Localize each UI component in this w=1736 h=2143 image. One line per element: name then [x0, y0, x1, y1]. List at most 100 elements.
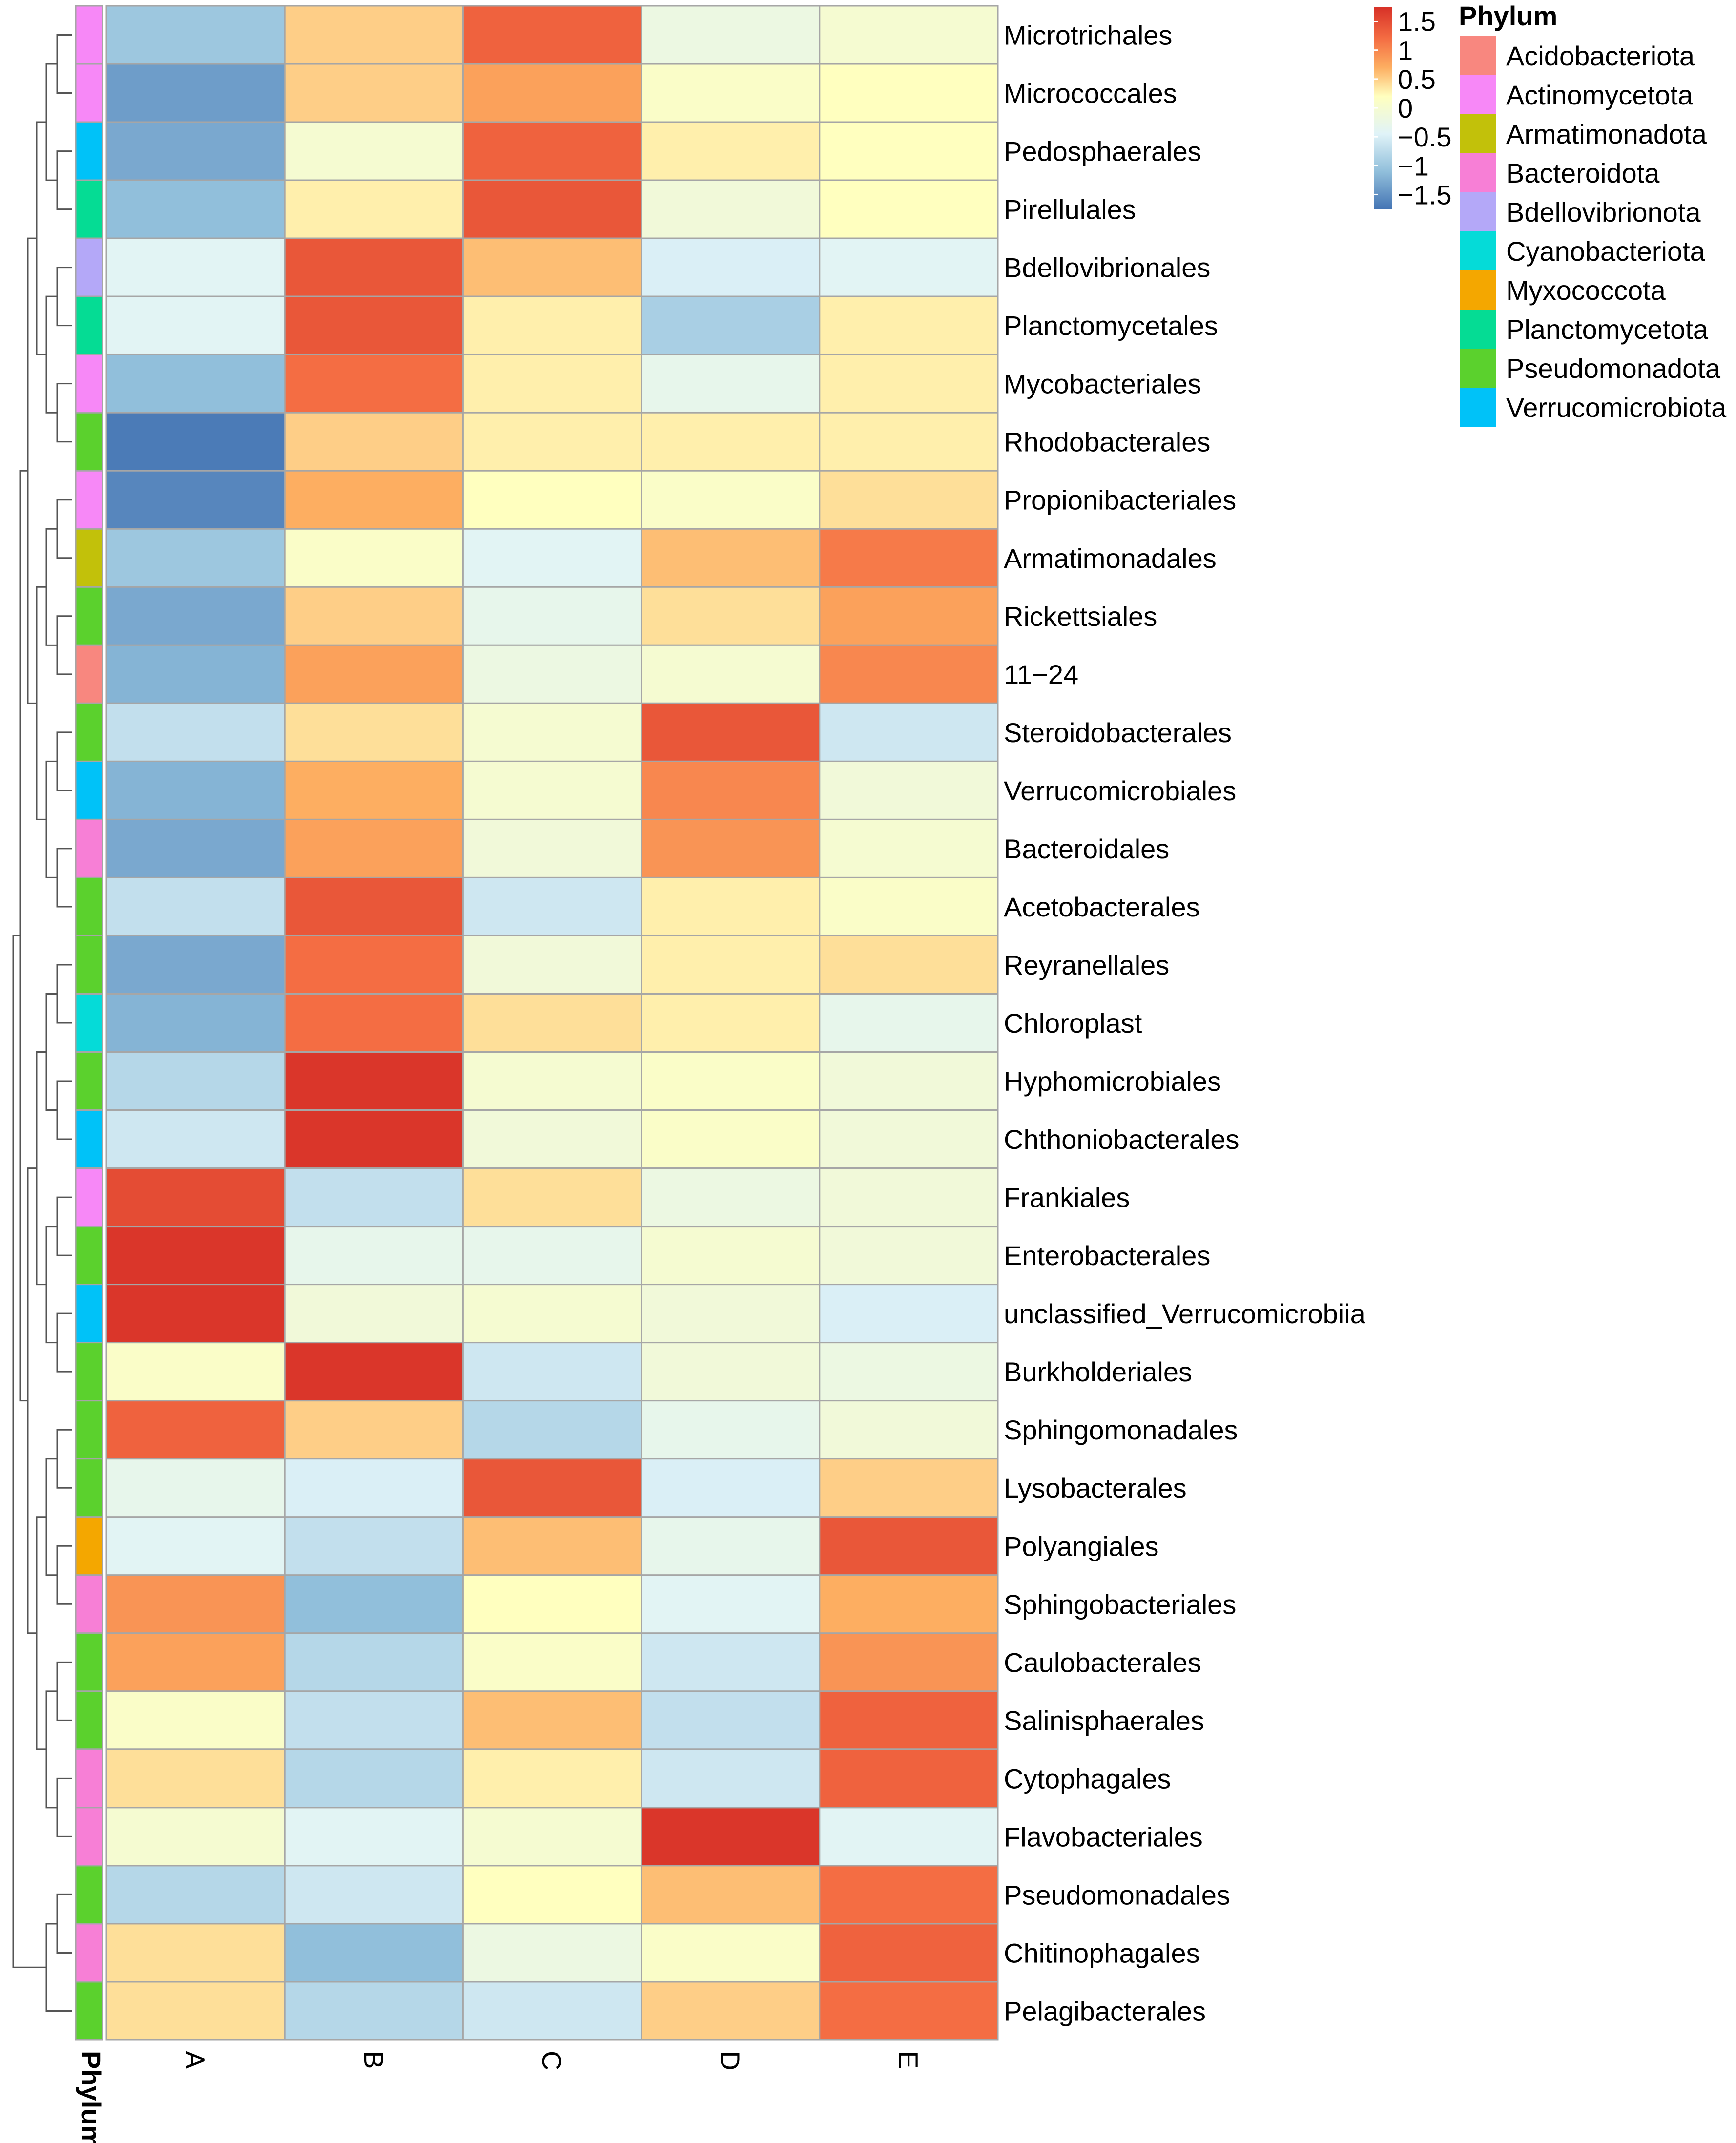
color-scale-tick-label: −0.5	[1398, 122, 1452, 152]
phylum-annotation-cell-bdellovibrionales	[75, 237, 103, 297]
dendrogram-branch	[56, 267, 72, 327]
heatmap-cell-planctomycetales-a	[105, 295, 286, 355]
heatmap-cell-acetobacterales-c	[462, 876, 642, 936]
phylum-annotation-cell-hyphomicrobiales	[75, 1051, 103, 1111]
heatmap-cell-pseudomonadales-e	[819, 1865, 999, 1925]
phylum-annotation-cell-pedosphaerales	[75, 121, 103, 181]
heatmap-cell-rhodobacterales-e	[819, 412, 999, 472]
heatmap-cell-rickettsiales-a	[105, 586, 286, 646]
heatmap-cell-chloroplast-e	[819, 993, 999, 1053]
heatmap-cell-propionibacteriales-b	[284, 470, 464, 530]
heatmap-cell-lysobacterales-c	[462, 1458, 642, 1518]
color-scale-legend: 1.510.50−0.5−1−1.5	[1374, 6, 1452, 210]
row-label-armatimonadales: Armatimonadales	[1004, 543, 1217, 574]
heatmap-cell-lysobacterales-b	[284, 1458, 464, 1518]
heatmap-cell-pirellulales-c	[462, 179, 642, 239]
heatmap-cell-salinisphaerales-d	[641, 1690, 821, 1750]
heatmap-cell-sphingobacteriales-a	[105, 1574, 286, 1634]
phylum-annotation-cell-armatimonadales	[75, 528, 103, 588]
heatmap-cell-frankiales-a	[105, 1167, 286, 1228]
legend-label-verrucomicrobiota: Verrucomicrobiota	[1506, 392, 1727, 423]
heatmap-cell-burkholderiales-a	[105, 1342, 286, 1402]
heatmap-cell-pirellulales-a	[105, 179, 286, 239]
legend-label-bdellovibrionota: Bdellovibrionota	[1506, 197, 1701, 228]
row-label-verrucomicrobiales: Verrucomicrobiales	[1004, 775, 1236, 806]
phylum-annotation-cell-enterobacterales	[75, 1226, 103, 1286]
row-label-11-24: 11−24	[1004, 659, 1078, 690]
row-label-sphingobacteriales: Sphingobacteriales	[1004, 1589, 1236, 1620]
heatmap-cell-microtrichales-c	[462, 5, 642, 65]
heatmap-cell-armatimonadales-c	[462, 528, 642, 588]
heatmap-cell-chloroplast-b	[284, 993, 464, 1053]
heatmap-cell-verrucomicrobiales-c	[462, 760, 642, 820]
heatmap-cell-steroidobacterales-d	[641, 702, 821, 762]
heatmap-cell-pelagibacterales-e	[819, 1981, 999, 2041]
heatmap-cell-pelagibacterales-c	[462, 1981, 642, 2041]
phylum-annotation-cell-burkholderiales	[75, 1342, 103, 1402]
heatmap-cell-reyranellales-d	[641, 935, 821, 995]
heatmap-cell-chitinophagales-a	[105, 1923, 286, 1983]
heatmap-cell-sphingomonadales-c	[462, 1400, 642, 1460]
legend-swatch-actinomycetota	[1460, 75, 1496, 114]
dendrogram-branch	[19, 470, 28, 1402]
heatmap-cell-frankiales-c	[462, 1167, 642, 1228]
heatmap-cell-microtrichales-d	[641, 5, 821, 65]
heatmap-cell-chitinophagales-b	[284, 1923, 464, 1983]
heatmap-cell-hyphomicrobiales-a	[105, 1051, 286, 1111]
heatmap-cell-unclassified-verrucomicrobiia-c	[462, 1284, 642, 1344]
row-label-mycobacteriales: Mycobacteriales	[1004, 369, 1201, 399]
dendrogram-branch	[56, 1893, 72, 1954]
heatmap-cell-bacteroidales-d	[641, 818, 821, 878]
heatmap-cell-steroidobacterales-c	[462, 702, 642, 762]
heatmap-cell-cytophagales-b	[284, 1748, 464, 1809]
heatmap-cell-polyangiales-c	[462, 1516, 642, 1576]
dendrogram-branch	[56, 731, 72, 791]
heatmap-cell-acetobacterales-a	[105, 876, 286, 936]
color-scale-tick-label: 0	[1398, 93, 1413, 124]
heatmap-cell-salinisphaerales-a	[105, 1690, 286, 1750]
heatmap-cell-acetobacterales-d	[641, 876, 821, 936]
heatmap-cell-enterobacterales-c	[462, 1226, 642, 1286]
heatmap-cell-bdellovibrionales-b	[284, 237, 464, 297]
legend-swatch-acidobacteriota	[1460, 36, 1496, 75]
phylum-annotation-cell-chitinophagales	[75, 1923, 103, 1983]
row-label-chthoniobacterales: Chthoniobacterales	[1004, 1124, 1240, 1155]
heatmap-cell-micrococcales-b	[284, 63, 464, 123]
heatmap-cell-bdellovibrionales-a	[105, 237, 286, 297]
heatmap-cell-hyphomicrobiales-e	[819, 1051, 999, 1111]
row-label-enterobacterales: Enterobacterales	[1004, 1240, 1210, 1271]
heatmap-cell-planctomycetales-d	[641, 295, 821, 355]
row-label-sphingomonadales: Sphingomonadales	[1004, 1415, 1238, 1445]
legend-label-pseudomonadota: Pseudomonadota	[1506, 353, 1721, 384]
heatmap-cell-sphingobacteriales-c	[462, 1574, 642, 1634]
legend-swatch-cyanobacteriota	[1460, 231, 1496, 270]
dendrogram-branch	[12, 935, 46, 1968]
phylum-annotation-cell-verrucomicrobiales	[75, 760, 103, 820]
row-labels: Microtrichales Micrococcales Pedosphaerale…	[1004, 20, 1366, 2027]
heatmap-cell-burkholderiales-c	[462, 1342, 642, 1402]
heatmap-cell-pelagibacterales-b	[284, 1981, 464, 2041]
row-label-frankiales: Frankiales	[1004, 1182, 1130, 1213]
row-label-bacteroidales: Bacteroidales	[1004, 833, 1169, 864]
legend-label-armatimonadota: Armatimonadota	[1506, 119, 1707, 149]
heatmap-cell-polyangiales-b	[284, 1516, 464, 1576]
heatmap-cell-frankiales-e	[819, 1167, 999, 1228]
heatmap-cell-burkholderiales-e	[819, 1342, 999, 1402]
heatmap-cell-chloroplast-d	[641, 993, 821, 1053]
row-label-caulobacterales: Caulobacterales	[1004, 1647, 1201, 1678]
heatmap-cell-rickettsiales-b	[284, 586, 464, 646]
heatmap-cell-enterobacterales-e	[819, 1226, 999, 1286]
row-label-polyangiales: Polyangiales	[1004, 1531, 1159, 1561]
color-scale-tick-label: 0.5	[1398, 64, 1436, 95]
legend-label-myxococcota: Myxococcota	[1506, 275, 1666, 306]
legend-label-cyanobacteriota: Cyanobacteriota	[1506, 236, 1706, 267]
row-label-chitinophagales: Chitinophagales	[1004, 1937, 1200, 1968]
column-label-c: C	[537, 2051, 567, 2070]
heatmap-cell-hyphomicrobiales-d	[641, 1051, 821, 1111]
phylum-annotation-column	[75, 5, 103, 2041]
heatmap-cell-mycobacteriales-e	[819, 354, 999, 414]
row-label-flavobacteriales: Flavobacteriales	[1004, 1821, 1203, 1852]
phylum-annotation-cell-rickettsiales	[75, 586, 103, 646]
phylum-annotation-cell-reyranellales	[75, 935, 103, 995]
row-label-bdellovibrionales: Bdellovibrionales	[1004, 252, 1210, 283]
